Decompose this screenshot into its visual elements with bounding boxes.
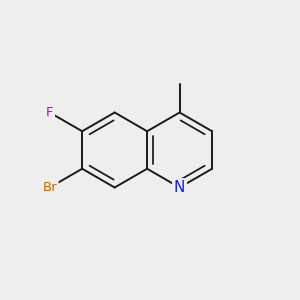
- Text: N: N: [174, 180, 185, 195]
- Text: Br: Br: [42, 181, 57, 194]
- Text: F: F: [46, 106, 53, 119]
